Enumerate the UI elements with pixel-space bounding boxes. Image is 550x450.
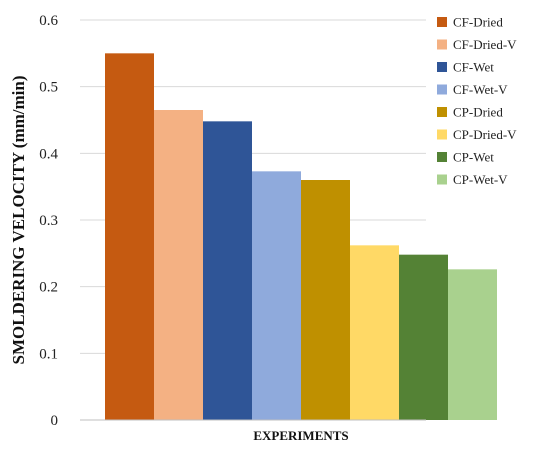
legend-item-cp-wet: CP-Wet (437, 150, 494, 165)
legend-item-cf-wet: CF-Wet (437, 60, 494, 75)
legend-label: CP-Wet (453, 150, 494, 165)
x-axis-title: EXPERIMENTS (253, 428, 348, 443)
legend-label: CP-Wet-V (453, 172, 508, 187)
legend-item-cf-dried-v: CF-Dried-V (437, 37, 517, 52)
bar-cp-wet (399, 254, 448, 420)
legend: CF-Dried CF-Dried-V CF-Wet CF-Wet-V CP-Dried… (437, 15, 517, 187)
legend-swatch (437, 17, 447, 27)
legend-label: CF-Wet-V (453, 82, 508, 97)
legend-swatch (437, 174, 447, 185)
y-tick-labels: 0 0.1 0.2 0.3 0.4 0.5 0.6 (39, 13, 58, 429)
y-tick-label: 0.3 (39, 213, 58, 229)
legend-item-cp-dried-v: CP-Dried-V (437, 127, 517, 142)
bar-cf-wet (203, 121, 252, 420)
bar-cp-dried (301, 180, 350, 420)
legend-swatch (437, 129, 447, 140)
legend-swatch (437, 39, 447, 50)
y-tick-label: 0.6 (39, 13, 58, 29)
legend-label: CP-Dried (453, 105, 503, 120)
legend-swatch (437, 152, 447, 162)
legend-label: CF-Wet (453, 60, 494, 75)
y-tick-label: 0.4 (39, 146, 58, 162)
y-tick-label: 0.2 (39, 280, 58, 296)
y-axis-title: SMOLDERING VELOCITY (mm/min) (9, 75, 28, 364)
legend-label: CF-Dried-V (453, 37, 517, 52)
bars (105, 53, 497, 420)
legend-label: CP-Dried-V (453, 127, 517, 142)
legend-item-cf-wet-v: CF-Wet-V (437, 82, 508, 97)
legend-item-cf-dried: CF-Dried (437, 15, 503, 30)
bar-cp-dried-v (350, 245, 399, 420)
bar-cf-dried-v (154, 110, 203, 420)
legend-swatch (437, 62, 447, 72)
y-tick-label: 0.5 (39, 80, 58, 96)
bar-cf-dried (105, 53, 154, 420)
legend-item-cp-wet-v: CP-Wet-V (437, 172, 508, 187)
bar-cp-wet-v (448, 269, 497, 420)
legend-item-cp-dried: CP-Dried (437, 105, 503, 120)
y-tick-label: 0 (51, 413, 59, 429)
legend-swatch (437, 107, 447, 117)
y-tick-label: 0.1 (39, 346, 58, 362)
bar-cf-wet-v (252, 171, 301, 420)
legend-label: CF-Dried (453, 15, 503, 30)
legend-swatch (437, 84, 447, 95)
